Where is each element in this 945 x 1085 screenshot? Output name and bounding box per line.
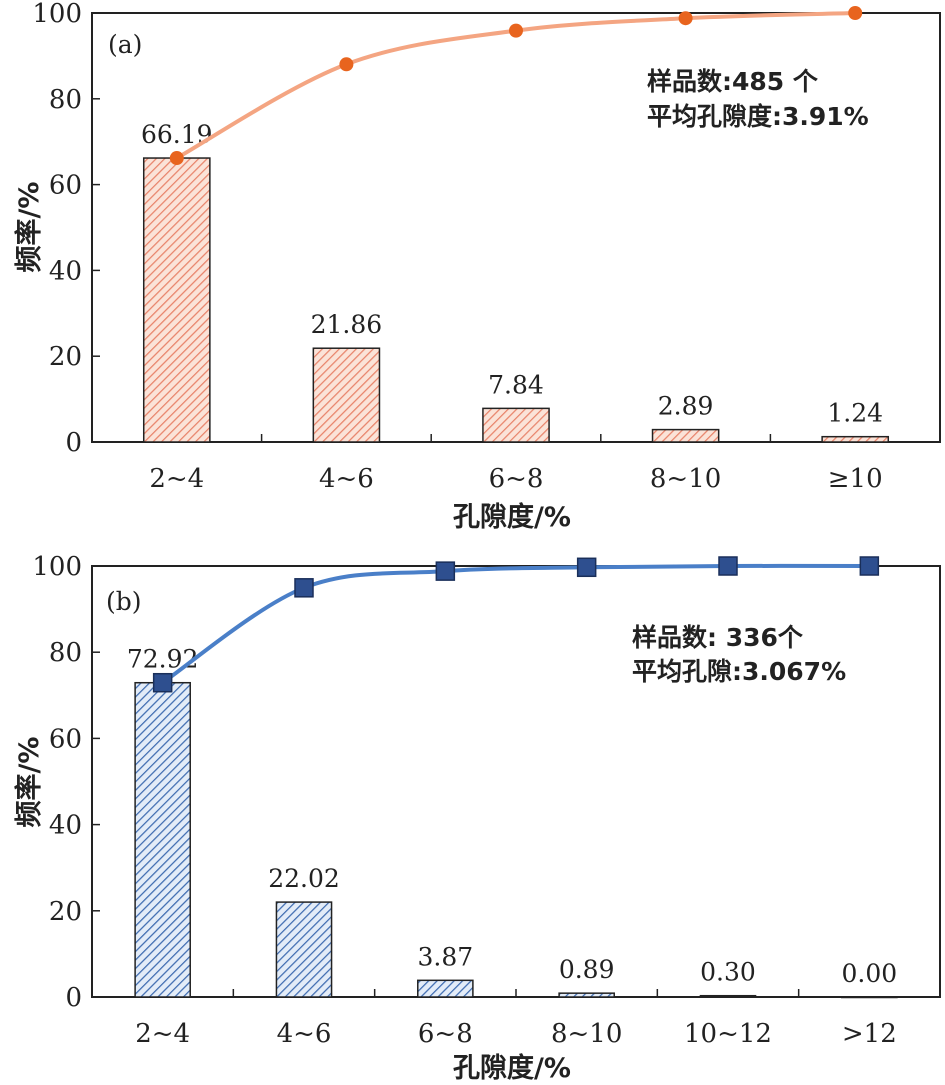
panel-label: (a) [108,30,142,59]
cumulative-marker [152,672,173,693]
cumulative-marker [169,151,184,166]
value-label: 1.24 [827,399,883,428]
value-label: 0.00 [841,959,897,988]
y-tick-label: 20 [49,897,82,927]
value-label: 0.89 [559,955,615,984]
y-axis-title: 频率/% [13,737,45,828]
average-porosity-note: 平均孔隙度:3.91% [647,102,869,131]
x-tick-label: 6~8 [418,1019,473,1049]
average-porosity-note: 平均孔隙:3.067% [632,657,846,686]
cumulative-line [169,6,863,166]
y-tick-label: 40 [49,811,82,841]
y-tick-label: 20 [49,342,82,372]
cumulative-marker [718,556,738,576]
sample-count-note: 样品数:485 个 [647,67,819,96]
y-tick-label: 80 [49,638,82,668]
y-axis-ticks: 0 20 40 60 80 100 [32,552,100,1013]
cumulative-marker [435,561,456,581]
cumulative-marker [859,556,880,576]
bar [312,347,381,443]
x-tick-label: 8~10 [551,1019,622,1049]
value-label: 7.84 [488,370,544,399]
bar [699,994,757,998]
cumulative-curve [160,563,872,685]
cumulative-marker [576,557,597,578]
bar [417,979,474,998]
x-axis-title: 孔隙度/% [453,1052,571,1084]
y-tick-label: 60 [49,171,82,201]
bar [841,996,898,999]
sample-count-note: 样品数: 336个 [632,623,804,652]
bar-series [134,681,898,999]
x-tick-label: 4~6 [277,1019,332,1049]
bar [651,428,720,443]
cumulative-marker [848,6,863,20]
panel-label: (b) [106,587,142,616]
x-tick-label: 6~8 [489,464,544,494]
bar [558,992,615,998]
value-label: 72.92 [127,645,199,674]
y-tick-label: 100 [32,0,82,29]
x-tick-label: ≥10 [828,464,883,494]
y-axis-ticks: 0 20 40 60 80 100 [32,0,100,458]
x-tick-label: >12 [842,1019,897,1049]
bar [821,435,890,443]
x-axis-title: 孔隙度/% [453,501,571,533]
cumulative-marker [678,11,693,26]
y-tick-label: 80 [49,85,82,115]
value-label: 3.87 [417,942,473,971]
y-tick-label: 100 [32,552,82,582]
bar-series [142,157,890,443]
chart-panel-b: 0 20 40 60 80 100 2~4 4~6 6~8 8~10 10~12 >12 72.92… [13,552,941,1084]
x-tick-label: 2~4 [149,464,204,494]
plot-frame [91,565,941,998]
y-axis-title: 频率/% [13,182,45,273]
cumulative-marker [339,57,354,72]
x-tick-label: 2~4 [135,1019,190,1049]
x-axis-ticks: 2~4 4~6 6~8 8~10 ≥10 [149,434,883,494]
y-tick-label: 0 [65,428,82,458]
x-axis-ticks: 2~4 4~6 6~8 8~10 10~12 >12 [135,989,897,1049]
value-label: 0.30 [700,958,756,987]
y-tick-label: 60 [49,724,82,754]
cumulative-line [152,556,880,693]
x-tick-label: 8~10 [650,464,721,494]
value-label: 22.02 [268,864,340,893]
bar [482,407,550,443]
y-tick-label: 40 [49,256,82,286]
value-label: 2.89 [658,392,714,421]
bar [275,901,333,998]
cumulative-marker [294,578,314,598]
cumulative-marker [509,23,523,38]
x-tick-label: 4~6 [319,464,374,494]
bar [134,681,191,998]
bar [142,157,211,443]
data-labels: 72.92 22.02 3.87 0.89 0.30 0.00 [127,645,897,988]
y-tick-label: 0 [65,983,82,1013]
value-label: 21.86 [311,310,383,339]
x-tick-label: 10~12 [684,1019,772,1049]
